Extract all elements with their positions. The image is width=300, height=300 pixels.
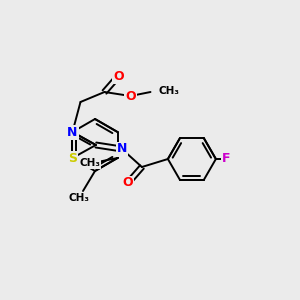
Text: N: N	[117, 142, 127, 155]
Text: O: O	[123, 176, 133, 190]
Text: CH₃: CH₃	[68, 193, 89, 203]
Text: F: F	[222, 152, 230, 166]
Text: S: S	[68, 152, 77, 164]
Text: O: O	[125, 89, 136, 103]
Text: CH₃: CH₃	[158, 86, 179, 96]
Text: O: O	[113, 70, 124, 83]
Text: N: N	[67, 125, 78, 139]
Text: CH₃: CH₃	[79, 158, 100, 168]
